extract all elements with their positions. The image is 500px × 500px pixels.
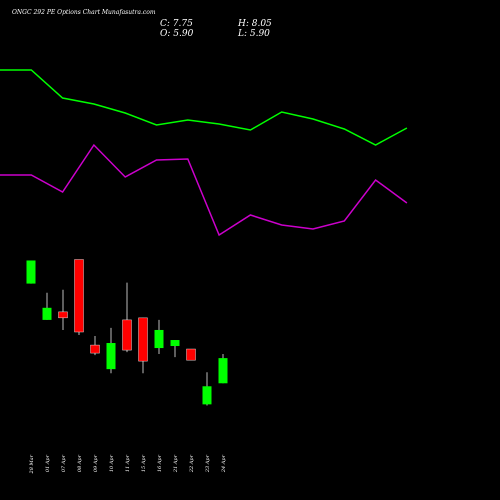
candle-body [218, 358, 228, 384]
high-label: H: 8.05 [237, 19, 272, 29]
x-tick-label: 08 Apr [77, 454, 83, 472]
x-tick-label: 28 Mar [29, 454, 35, 474]
candle-body [186, 348, 196, 361]
candle-body [138, 317, 148, 362]
candle-body [90, 344, 100, 354]
x-tick-label: 01 Apr [45, 454, 51, 472]
candle-body [42, 307, 52, 320]
close-label: C: 7.75 [160, 19, 193, 29]
candle-body [202, 386, 212, 405]
low-label: L: 5.90 [237, 29, 270, 39]
x-tick-label: 15 Apr [141, 454, 147, 472]
indicator-line [0, 69, 408, 146]
candle-body [74, 259, 84, 333]
candle-body [122, 319, 132, 351]
candle-body [58, 311, 68, 319]
open-label: O: 5.90 [160, 29, 194, 39]
x-tick-label: 23 Apr [205, 454, 211, 473]
x-tick-label: 09 Apr [93, 454, 99, 472]
candle-body [154, 329, 164, 349]
x-tick-label: 24 Apr [221, 454, 227, 473]
indicator-line [0, 143, 408, 237]
x-tick-label: 11 Apr [125, 454, 131, 472]
x-tick-label: 10 Apr [109, 454, 115, 472]
candle-body [170, 340, 180, 347]
x-tick-label: 21 Apr [173, 454, 179, 473]
candle-body [26, 260, 36, 284]
chart-title: ONGC 292 PE Options Chart Munafasutra.co… [12, 9, 156, 16]
candle-body [106, 343, 116, 370]
x-tick-label: 07 Apr [61, 454, 67, 472]
x-tick-label: 22 Apr [189, 454, 195, 473]
x-tick-label: 16 Apr [157, 454, 163, 472]
